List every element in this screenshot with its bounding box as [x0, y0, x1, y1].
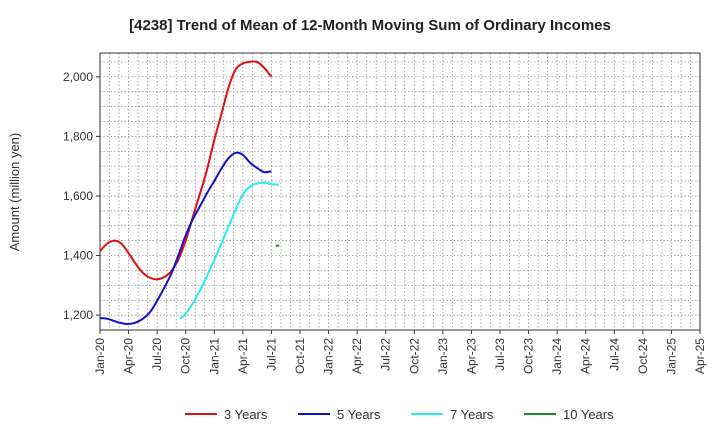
- x-tick-label: Jul-23: [493, 338, 507, 371]
- plot-frame: [99, 52, 701, 331]
- y-tick-label: 2,000: [63, 70, 93, 84]
- legend: 3 Years 5 Years 7 Years 10 Years: [185, 407, 614, 422]
- x-tick-label: Oct-22: [407, 338, 421, 374]
- x-tick-label: Oct-23: [522, 338, 536, 374]
- x-tick-label: Apr-25: [693, 338, 707, 374]
- y-axis-label: Amount (million yen): [7, 133, 22, 252]
- x-tick-label: Jan-20: [93, 338, 107, 375]
- x-tick-label: Apr-21: [236, 338, 250, 374]
- series-line-5-years: [99, 151, 272, 326]
- x-tick-label: Apr-24: [579, 338, 593, 374]
- x-tick-label: Jul-21: [264, 338, 278, 371]
- legend-label-10-years: 10 Years: [563, 407, 614, 422]
- x-tick-label: Apr-20: [122, 338, 136, 374]
- x-tick-label: Oct-21: [293, 338, 307, 374]
- legend-label-3-years: 3 Years: [224, 407, 268, 422]
- x-tick-label: Apr-22: [350, 338, 364, 374]
- series-line-7-years: [179, 181, 279, 320]
- legend-label-5-years: 5 Years: [337, 407, 381, 422]
- x-tick-label: Jul-20: [150, 338, 164, 371]
- x-tick-label: Oct-24: [636, 338, 650, 374]
- y-tick-label: 1,200: [63, 308, 93, 322]
- x-tick-label: Jan-22: [322, 338, 336, 375]
- y-tick-label: 1,600: [63, 189, 93, 203]
- y-tick-label: 1,400: [63, 249, 93, 263]
- series-line-10-years: [275, 244, 280, 247]
- series-line-3-years: [99, 60, 273, 281]
- x-axis: Jan-20 Apr-20 Jul-20 Oct-20 Jan-21 Apr-21 Jul-…: [93, 330, 707, 375]
- x-tick-label: Jan-24: [550, 338, 564, 375]
- series-lines: [99, 60, 280, 326]
- x-tick-label: Oct-20: [179, 338, 193, 374]
- y-tick-label: 1,800: [63, 129, 93, 143]
- x-tick-label: Jan-25: [664, 338, 678, 375]
- x-tick-label: Jul-22: [379, 338, 393, 371]
- x-tick-label: Jan-21: [207, 338, 221, 375]
- x-tick-label: Jan-23: [436, 338, 450, 375]
- y-axis: 1,200 1,400 1,600 1,800 2,000: [63, 70, 100, 322]
- chart-title: [4238] Trend of Mean of 12-Month Moving …: [129, 17, 611, 34]
- grid: [100, 53, 700, 331]
- legend-label-7-years: 7 Years: [450, 407, 494, 422]
- x-tick-label: Apr-23: [464, 338, 478, 374]
- x-tick-label: Jul-24: [607, 338, 621, 371]
